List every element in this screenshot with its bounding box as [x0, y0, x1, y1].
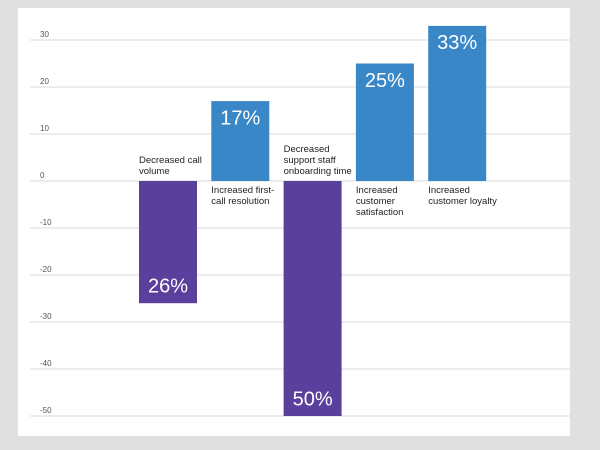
- value-label: 17%: [220, 107, 260, 129]
- bar: [428, 25, 487, 182]
- bar: [355, 63, 414, 181]
- category-name: Decreased call volume: [139, 155, 202, 177]
- category-name: Increased customer satisfaction: [355, 185, 404, 218]
- y-tick-label: -40: [40, 359, 52, 368]
- category-label: Increased customer loyalty: [428, 185, 508, 233]
- category-label: Decreased support staff onboarding time: [284, 129, 364, 177]
- category-label: Increased first-call resolution: [211, 185, 291, 233]
- category-label: Increased customer satisfaction: [356, 185, 436, 233]
- value-label: 50%: [293, 388, 333, 410]
- value-label: 25%: [365, 70, 405, 92]
- value-label: 33%: [437, 32, 477, 54]
- y-tick-label: 0: [40, 171, 45, 180]
- y-tick-label: -20: [40, 265, 52, 274]
- category-text: Increased customer loyalty: [428, 185, 508, 233]
- category-text: Increased customer satisfaction: [356, 185, 436, 233]
- category-name: Decreased support staff onboarding time: [283, 144, 352, 177]
- y-tick-label: 20: [40, 77, 49, 86]
- category-name: Increased customer loyalty: [428, 185, 497, 207]
- y-tick-label: 10: [40, 124, 49, 133]
- y-tick-label: -30: [40, 312, 52, 321]
- category-label: Decreased call volume: [139, 129, 219, 177]
- bar: [139, 181, 197, 304]
- y-tick-label: 30: [40, 30, 49, 39]
- category-text: Increased first-call resolution: [211, 185, 291, 233]
- y-tick-label: -10: [40, 218, 52, 227]
- category-text: Decreased support staff onboarding time: [284, 129, 364, 177]
- bar: [283, 181, 342, 416]
- category-name: Increased first-call resolution: [211, 185, 275, 207]
- value-label: 26%: [148, 275, 188, 297]
- category-text: Decreased call volume: [139, 129, 219, 177]
- bar: [211, 101, 270, 181]
- y-tick-label: -50: [40, 406, 52, 415]
